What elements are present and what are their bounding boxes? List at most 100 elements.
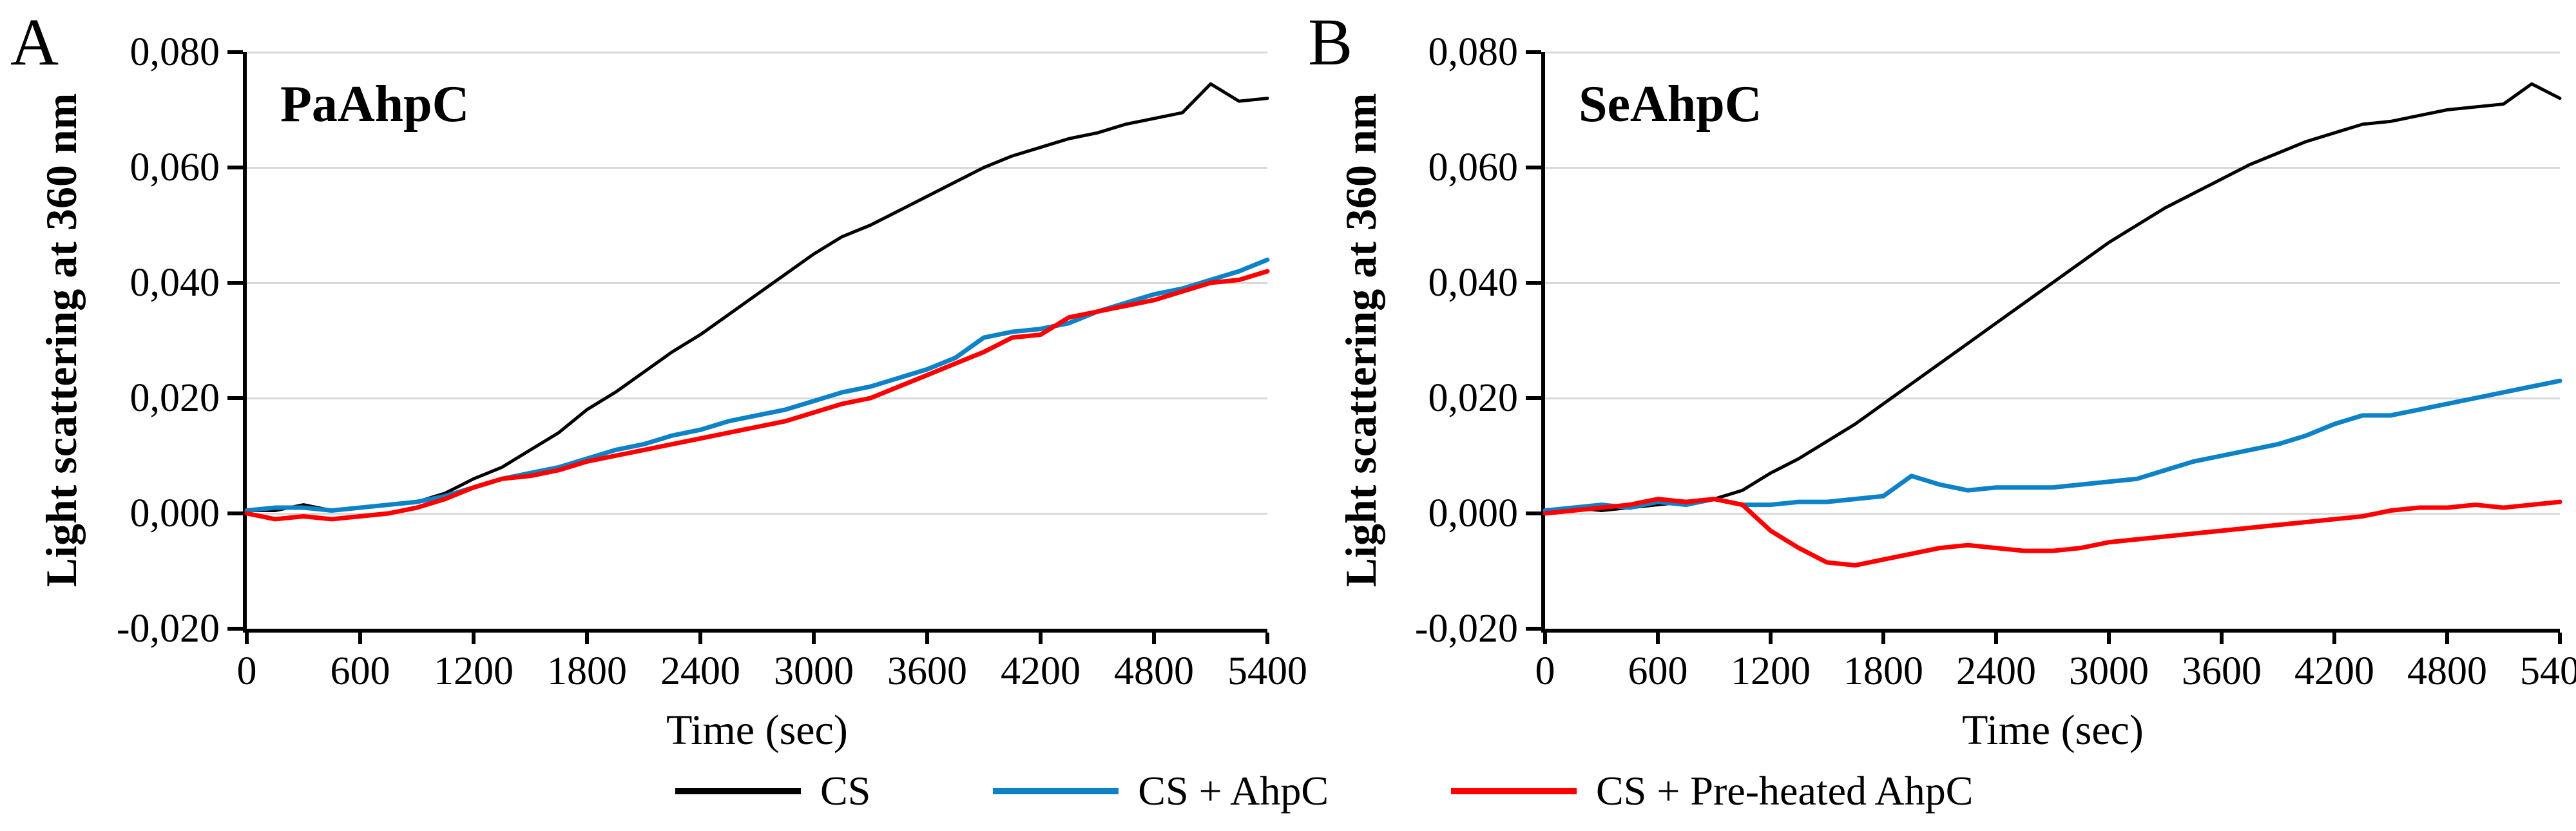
x-tick-label: 1200 xyxy=(1731,649,1811,693)
cs-ahpc-line-swatch xyxy=(993,788,1119,794)
legend-label: CS + Pre-heated AhpC xyxy=(1596,768,1974,814)
x-tick-label: 600 xyxy=(330,649,390,693)
cs-preheated-ahpc-line-swatch xyxy=(1451,788,1577,794)
y-tick-mark xyxy=(1526,396,1541,400)
x-tick-mark xyxy=(1152,633,1156,644)
x-tick-mark xyxy=(925,633,929,644)
legend: CS CS + AhpC CS + Pre-heated AhpC xyxy=(675,768,1973,814)
x-tick-label: 2400 xyxy=(660,649,740,693)
series-line-cs xyxy=(247,84,1267,510)
x-tick-label: 5400 xyxy=(1227,649,1307,693)
x-tick-label: 5400 xyxy=(2520,649,2576,693)
gridline xyxy=(1545,51,2560,53)
y-tick-mark xyxy=(1526,627,1541,631)
series-line-cs-ahpc xyxy=(1545,381,2560,510)
x-tick-label: 0 xyxy=(1535,649,1555,693)
x-tick-label: 2400 xyxy=(1956,649,2036,693)
x-tick-label: 1200 xyxy=(434,649,514,693)
x-tick-label: 4200 xyxy=(2294,649,2374,693)
x-tick-mark xyxy=(1769,633,1773,644)
legend-label: CS + AhpC xyxy=(1138,768,1329,814)
y-tick-label: 0,080 xyxy=(1428,30,1519,74)
x-tick-mark xyxy=(1994,633,1998,644)
x-tick-label: 0 xyxy=(236,649,257,693)
x-tick-mark xyxy=(2332,633,2336,644)
x-tick-label: 3000 xyxy=(2069,649,2149,693)
data-series-lines xyxy=(1545,52,2560,629)
y-tick-mark xyxy=(227,50,243,54)
x-tick-mark xyxy=(1039,633,1043,644)
data-series-lines xyxy=(247,52,1267,629)
x-tick-label: 3600 xyxy=(887,649,967,693)
y-tick-label: 0,020 xyxy=(1428,376,1519,420)
x-tick-label: 4800 xyxy=(1114,649,1194,693)
y-tick-label: -0,020 xyxy=(116,607,220,651)
x-tick-label: 1800 xyxy=(547,649,627,693)
y-tick-mark xyxy=(227,627,243,631)
y-tick-label: 0,060 xyxy=(130,146,220,189)
y-tick-mark xyxy=(227,511,243,515)
y-tick-mark xyxy=(1526,50,1541,54)
gridline xyxy=(1545,397,2560,399)
x-tick-mark xyxy=(2220,633,2224,644)
cs-line-swatch xyxy=(675,788,801,794)
x-tick-mark xyxy=(1656,633,1660,644)
y-tick-label: 0,060 xyxy=(1428,146,1519,189)
gridline xyxy=(247,166,1267,169)
x-tick-label: 3600 xyxy=(2182,649,2262,693)
gridline xyxy=(247,282,1267,284)
y-tick-mark xyxy=(1526,166,1541,169)
gridline xyxy=(247,512,1267,515)
gridline xyxy=(247,397,1267,399)
x-tick-mark xyxy=(358,633,362,644)
series-line-cs-pre-heated-ahpc xyxy=(247,271,1267,519)
x-axis-line xyxy=(243,629,1267,633)
y-tick-label: 0,000 xyxy=(1428,492,1519,535)
panel-letter-b: B xyxy=(1308,5,1353,79)
legend-item-cs-preheated-ahpc: CS + Pre-heated AhpC xyxy=(1451,768,1973,814)
y-tick-label: 0,000 xyxy=(130,492,220,535)
y-tick-mark xyxy=(227,281,243,285)
y-tick-mark xyxy=(227,166,243,169)
gridline xyxy=(1545,166,2560,169)
series-line-cs xyxy=(1545,84,2560,510)
x-axis-title: Time (sec) xyxy=(1962,707,2144,754)
y-tick-label: 0,040 xyxy=(1428,261,1519,305)
x-tick-mark xyxy=(1543,633,1547,644)
plot-title-paahpc: PaAhpC xyxy=(280,76,470,133)
x-tick-mark xyxy=(698,633,702,644)
x-tick-mark xyxy=(2445,633,2449,644)
legend-label: CS xyxy=(820,768,871,814)
y-tick-mark xyxy=(1526,281,1541,285)
x-tick-mark xyxy=(472,633,476,644)
y-axis-title: Light scattering at 360 nm xyxy=(37,93,86,587)
x-tick-mark xyxy=(2107,633,2111,644)
x-tick-mark xyxy=(245,633,249,644)
series-line-cs-pre-heated-ahpc xyxy=(1545,499,2560,566)
x-tick-mark xyxy=(1265,633,1269,644)
y-tick-mark xyxy=(227,396,243,400)
x-tick-label: 4200 xyxy=(1001,649,1081,693)
y-tick-label: 0,020 xyxy=(130,376,220,420)
x-tick-mark xyxy=(812,633,816,644)
y-axis-title: Light scattering at 360 nm xyxy=(1336,93,1385,587)
x-axis-title: Time (sec) xyxy=(666,707,848,754)
series-line-cs-ahpc xyxy=(247,260,1267,510)
x-tick-label: 4800 xyxy=(2407,649,2487,693)
y-axis-line xyxy=(1541,52,1545,633)
y-axis-line xyxy=(243,52,247,633)
panel-letter-a: A xyxy=(10,5,59,79)
gridline xyxy=(1545,512,2560,515)
y-tick-mark xyxy=(1526,511,1541,515)
gridline xyxy=(247,51,1267,53)
x-axis-line xyxy=(1541,629,2560,633)
legend-item-cs-ahpc: CS + AhpC xyxy=(993,768,1329,814)
y-tick-label: 0,040 xyxy=(130,261,220,305)
y-tick-label: -0,020 xyxy=(1414,607,1518,651)
x-tick-mark xyxy=(1881,633,1885,644)
x-tick-mark xyxy=(585,633,589,644)
x-tick-label: 1800 xyxy=(1843,649,1923,693)
x-tick-mark xyxy=(2558,633,2562,644)
x-tick-label: 3000 xyxy=(774,649,854,693)
